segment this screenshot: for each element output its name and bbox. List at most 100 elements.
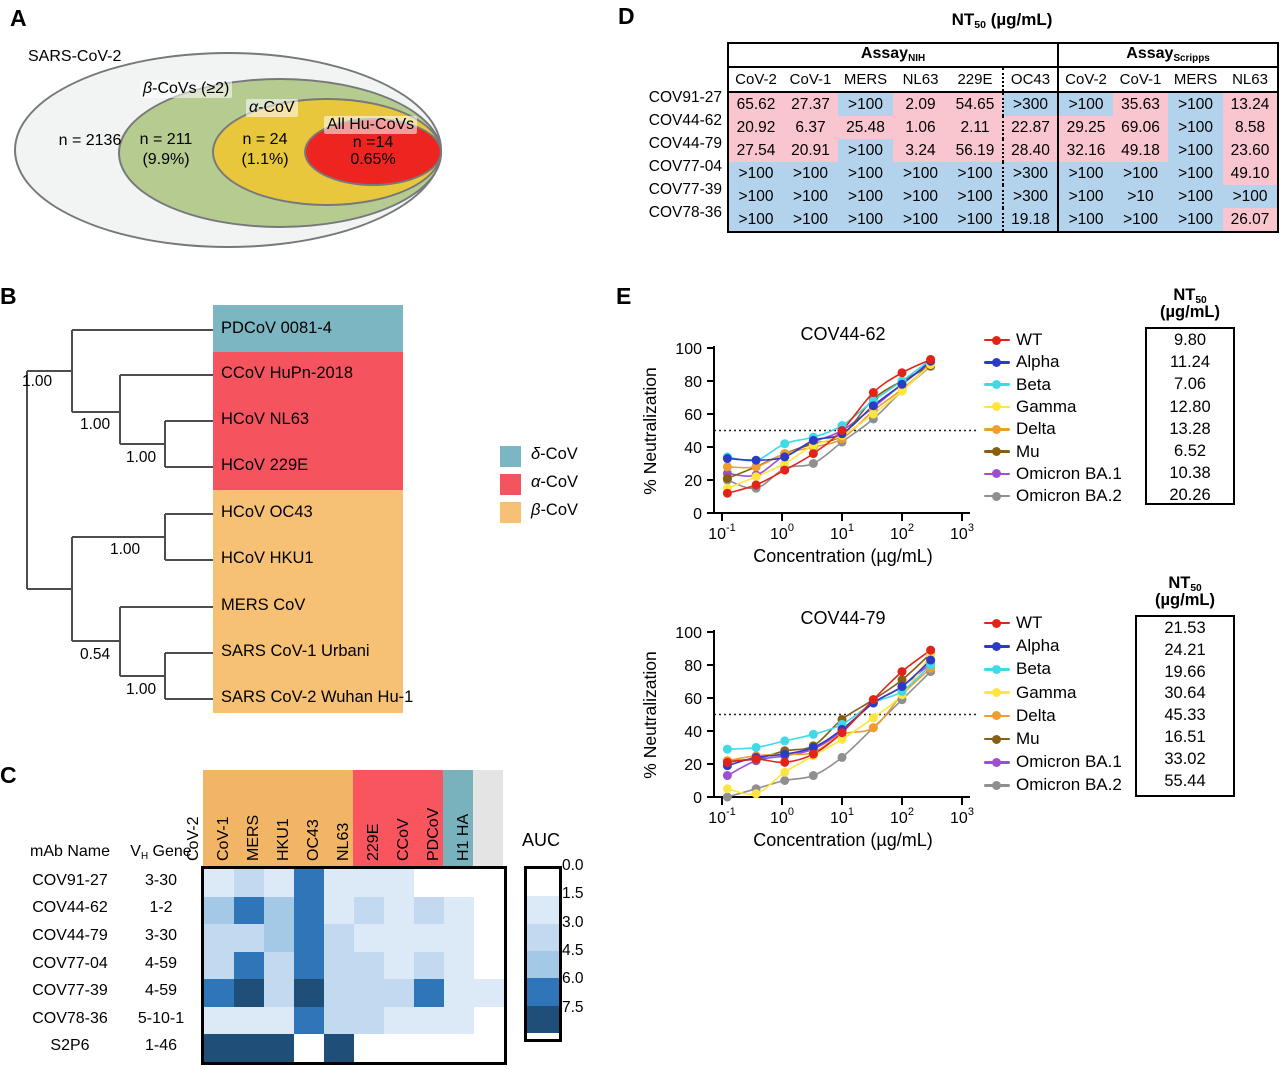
nt50-cell: 54.65 bbox=[948, 92, 1003, 116]
heatmap-cell bbox=[474, 924, 504, 953]
heatmap-row-name: COV78-36 bbox=[32, 1009, 108, 1027]
svg-text:60: 60 bbox=[684, 691, 702, 708]
nt50-row-label: COV77-39 bbox=[648, 181, 722, 198]
nt50-box-header: NT50 bbox=[1168, 574, 1202, 595]
heatmap-cell bbox=[414, 869, 444, 898]
nt50-cell: >100 bbox=[838, 162, 893, 185]
legend-dot bbox=[992, 618, 1001, 628]
point-Gamma bbox=[868, 713, 878, 723]
point-Gamma bbox=[780, 459, 790, 468]
legend-dot bbox=[992, 424, 1001, 434]
legend-label: Omicron BA.1 bbox=[1016, 752, 1122, 772]
heatmap-grid bbox=[201, 866, 507, 1065]
svg-text:0: 0 bbox=[693, 506, 702, 523]
heatmap-row-gene: 5-10-1 bbox=[137, 1009, 185, 1027]
heatmap-cell bbox=[204, 896, 234, 925]
nt50-cell: >100 bbox=[1113, 208, 1169, 232]
point-Alpha bbox=[808, 435, 818, 445]
nt50-cell: 22.87 bbox=[1001, 116, 1059, 139]
heatmap-cell bbox=[354, 924, 384, 953]
point-WT bbox=[868, 388, 878, 398]
heatmap-cell bbox=[264, 869, 294, 898]
heatmap-cell bbox=[294, 1034, 324, 1063]
heatmap-cell bbox=[354, 1034, 384, 1063]
colorbar-tick-label: 0.0 bbox=[562, 857, 584, 874]
panel-b-label: B bbox=[0, 283, 17, 309]
tree-leaf-label: HCoV 229E bbox=[221, 456, 309, 474]
nt50-cell: 3.24 bbox=[893, 139, 948, 162]
nt50-cell: 32.16 bbox=[1057, 139, 1114, 162]
heatmap-cell bbox=[234, 924, 264, 953]
legend-dot bbox=[992, 491, 1001, 501]
heatmap-colheader-band bbox=[353, 770, 383, 866]
tree-legend-label: β-CoV bbox=[531, 501, 579, 519]
point-Beta bbox=[780, 736, 790, 746]
heatmap-cell bbox=[294, 979, 324, 1008]
heatmap-scale-title: AUC bbox=[522, 830, 561, 850]
heatmap-cell bbox=[234, 1034, 264, 1063]
heatmap-cell bbox=[414, 896, 444, 925]
neutralization-plot: COV44-79 % Neutralization Concentration (µ… bbox=[640, 608, 976, 850]
point-WT bbox=[780, 757, 790, 767]
nt50-cell: 35.63 bbox=[1113, 92, 1169, 116]
legend-label: Gamma bbox=[1016, 682, 1077, 702]
nt50-cell: >100 bbox=[1057, 185, 1114, 208]
nt50-cell: >100 bbox=[838, 92, 893, 116]
nt50-cell: >100 bbox=[948, 208, 1003, 232]
heatmap-cell bbox=[444, 869, 474, 898]
heatmap-cell bbox=[234, 896, 264, 925]
point-WT bbox=[722, 488, 732, 498]
legend-dot bbox=[992, 688, 1001, 698]
legend-dot bbox=[992, 447, 1001, 456]
venn-label-all-hu-covs: All Hu-CoVs bbox=[324, 116, 418, 134]
nt50-cell: 1.06 bbox=[893, 116, 948, 139]
heatmap-colheader-label: CoV-1 bbox=[215, 816, 232, 861]
panel-a-label: A bbox=[10, 5, 27, 31]
tree-support-value: 1.00 bbox=[22, 373, 53, 390]
heatmap-cell bbox=[294, 896, 324, 925]
point-WT bbox=[926, 355, 936, 365]
svg-text:103: 103 bbox=[950, 522, 974, 543]
svg-text:100: 100 bbox=[675, 341, 702, 358]
nt50-box-header-unit: (µg/mL) bbox=[1155, 591, 1215, 609]
heatmap-cell bbox=[294, 1006, 324, 1035]
heatmap-cell bbox=[384, 869, 414, 898]
tree-clade-band-delta bbox=[213, 305, 403, 352]
heatmap-cell bbox=[204, 869, 234, 898]
svg-text:101: 101 bbox=[830, 806, 854, 827]
heatmap-cell bbox=[474, 869, 504, 898]
nt50-cell: 20.91 bbox=[783, 139, 838, 162]
heatmap-cell bbox=[444, 1034, 474, 1063]
point-Gamma bbox=[897, 386, 907, 396]
heatmap-cell bbox=[444, 924, 474, 953]
virus-column-header: CoV-2 bbox=[728, 67, 783, 93]
virus-column-header: CoV-2 bbox=[1057, 67, 1114, 93]
nt50-cell: >100 bbox=[1057, 92, 1114, 116]
nt50-cell: >10 bbox=[1113, 185, 1169, 208]
assay-header: AssayNIH bbox=[726, 42, 1060, 68]
point-Beta bbox=[808, 729, 818, 739]
venn-label-sars-cov-2: SARS-CoV-2 bbox=[28, 48, 122, 65]
virus-column-header: CoV-1 bbox=[783, 67, 838, 93]
heatmap-colheader-band bbox=[473, 770, 503, 866]
legend-dot bbox=[992, 380, 1001, 390]
nt50-cell: >300 bbox=[1001, 162, 1059, 185]
heatmap-row-gene: 4-59 bbox=[144, 982, 178, 1000]
nt50-value: 13.28 bbox=[1169, 419, 1211, 438]
legend-dot bbox=[992, 357, 1001, 367]
svg-text:COV44-79: COV44-79 bbox=[800, 608, 885, 628]
heatmap-cell bbox=[354, 896, 384, 925]
virus-column-header: NL63 bbox=[893, 67, 948, 93]
heatmap-colheader-band bbox=[263, 770, 293, 866]
nt50-cell: >100 bbox=[893, 162, 948, 185]
nt50-value: 10.38 bbox=[1169, 464, 1211, 483]
colorbar-band bbox=[527, 1005, 559, 1034]
nt50-row-label: COV77-04 bbox=[648, 158, 722, 175]
point-Alpha bbox=[926, 655, 936, 665]
point-WT bbox=[780, 465, 790, 475]
heatmap-cell bbox=[354, 979, 384, 1008]
legend-label: Gamma bbox=[1016, 396, 1077, 416]
tree-legend-label: α-CoV bbox=[531, 473, 579, 491]
nt50-cell: >100 bbox=[783, 208, 838, 232]
colorbar-band bbox=[527, 923, 559, 952]
